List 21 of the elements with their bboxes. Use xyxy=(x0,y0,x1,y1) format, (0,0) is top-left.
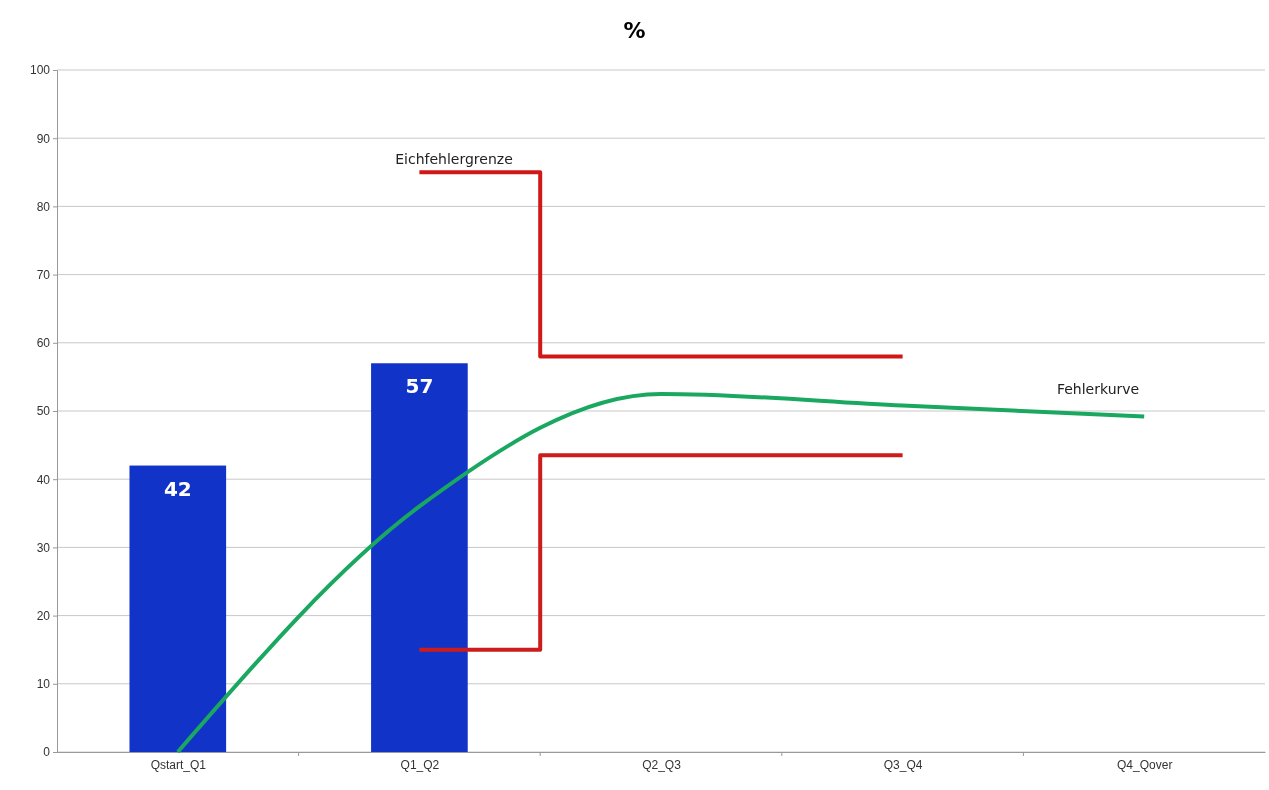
y-tick-label: 60 xyxy=(36,336,51,351)
series-label: Fehlerkurve xyxy=(1056,381,1140,398)
x-tick-label: Q1_Q2 xyxy=(400,757,440,772)
data-label: 57 xyxy=(405,374,434,399)
x-tick-label: Q3_Q4 xyxy=(883,757,923,772)
y-tick-label: 0 xyxy=(43,745,51,760)
chart-title: % xyxy=(623,18,646,43)
y-tick-label: 80 xyxy=(36,199,51,214)
series-label: Eichfehlergrenze xyxy=(395,151,513,168)
y-tick-label: 40 xyxy=(36,472,51,487)
y-tick-label: 30 xyxy=(36,540,51,555)
x-tick-label: Qstart_Q1 xyxy=(150,757,207,772)
y-tick-label: 50 xyxy=(36,404,51,419)
x-tick-label: Q2_Q3 xyxy=(642,757,682,772)
x-tick-label: Q4_Qover xyxy=(1117,757,1173,772)
y-tick-label: 90 xyxy=(36,131,51,146)
y-tick-label: 70 xyxy=(36,267,51,282)
y-tick-label: 20 xyxy=(36,608,51,623)
data-label: 42 xyxy=(163,476,192,501)
y-tick-label: 100 xyxy=(29,63,51,78)
y-tick-label: 10 xyxy=(36,677,51,692)
